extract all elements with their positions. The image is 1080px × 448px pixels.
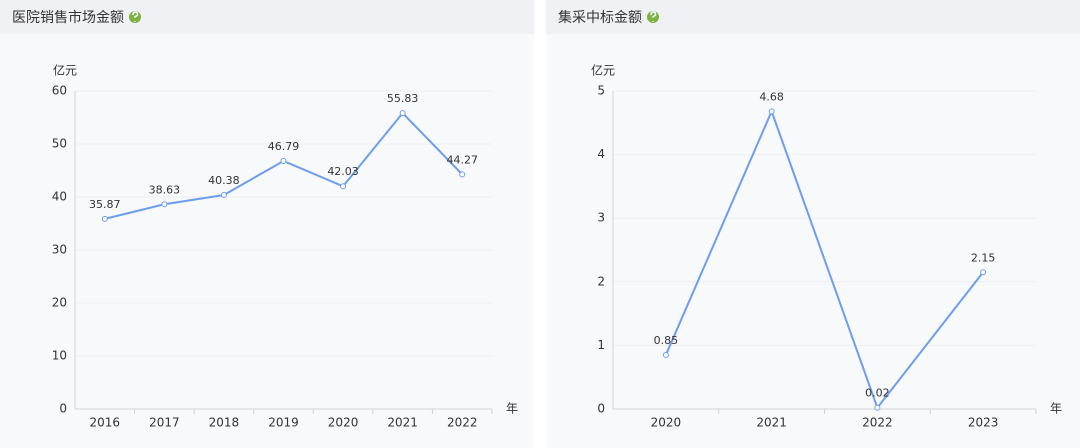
x-tick-label: 2023 [968,416,999,430]
x-tick-label: 2019 [268,416,299,430]
data-label: 40.38 [208,174,240,187]
y-tick-label: 60 [52,84,67,98]
data-point [340,183,347,190]
x-tick-label: 2020 [651,416,682,430]
data-point [980,269,987,276]
panel [546,0,1080,448]
x-tick-label: 2022 [447,416,478,430]
data-label: 55.83 [387,92,419,105]
y-tick-label: 2 [597,274,605,288]
y-axis-label: 亿元 [591,63,615,78]
help-icon-glyph [132,11,139,22]
y-tick-label: 20 [52,296,67,310]
y-tick-label: 40 [52,190,67,204]
data-label: 42.03 [327,165,359,178]
x-axis-label: 年 [1050,402,1062,416]
panel-header [0,0,534,34]
y-tick-label: 4 [597,147,605,161]
y-tick-label: 30 [52,243,67,257]
data-point [768,108,775,115]
y-tick-label: 0 [597,402,605,416]
panel [0,0,534,448]
x-tick-label: 2022 [862,416,893,430]
data-point [220,191,227,198]
data-label: 0.02 [865,387,890,400]
data-label: 44.27 [446,153,478,166]
x-axis-label: 年 [506,402,518,416]
data-point [874,404,881,411]
x-tick-label: 2021 [387,416,418,430]
x-tick-label: 2021 [756,416,787,430]
data-point [101,215,108,222]
y-tick-label: 5 [597,84,605,98]
y-tick-label: 1 [597,338,605,352]
y-tick-label: 3 [597,211,605,225]
chart-title: 集采中标金额 [558,9,642,26]
data-label: 2.15 [971,251,996,264]
x-tick-label: 2016 [90,416,121,430]
data-point [662,351,669,358]
y-axis-label: 亿元 [53,63,77,78]
data-point [459,171,466,178]
help-icon-glyph [650,11,657,22]
data-line [664,108,984,410]
y-tick-label: 50 [52,137,67,151]
chart-title: 医院销售市场金额 [12,9,124,26]
data-label: 0.85 [654,334,679,347]
data-point [280,158,287,165]
x-tick-label: 2018 [209,416,240,430]
data-label: 35.87 [89,198,121,211]
data-label: 46.79 [268,140,300,153]
y-tick-label: 10 [52,349,67,363]
data-label: 38.63 [149,183,181,196]
x-tick-label: 2020 [328,416,359,430]
data-label: 4.68 [759,90,784,103]
panel-header [546,0,1080,34]
data-point [161,201,168,208]
data-point [399,110,406,117]
y-tick-label: 0 [59,402,67,416]
x-tick-label: 2017 [149,416,180,430]
